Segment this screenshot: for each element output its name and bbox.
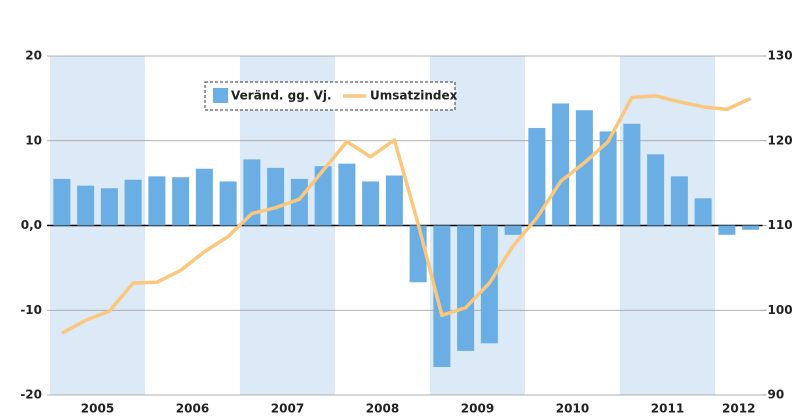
bar <box>457 225 475 351</box>
legend: Veränd. gg. Vj. Umsatzindex <box>204 81 458 111</box>
x-group-label: 2005 <box>81 402 114 416</box>
bar <box>290 178 308 226</box>
y-tick-label: 0,0 <box>21 218 42 232</box>
bar <box>314 166 332 226</box>
y2-tick-label: 110 <box>768 218 792 232</box>
bar <box>267 167 285 226</box>
bar <box>742 225 760 230</box>
y-tick-label: 10 <box>25 133 42 147</box>
y-tick-label: 20 <box>25 49 42 63</box>
bar <box>385 175 403 226</box>
legend-label: Umsatzindex <box>370 89 458 103</box>
legend-label: Veränd. gg. Vj. <box>231 89 332 103</box>
bar <box>172 177 190 226</box>
y2-tick-label: 90 <box>768 388 785 402</box>
bar <box>433 225 451 368</box>
bar <box>124 179 142 226</box>
bar <box>647 154 665 226</box>
bar <box>219 181 237 226</box>
y-tick-label: -10 <box>20 303 42 317</box>
bar <box>670 176 688 226</box>
x-group-label: 2009 <box>461 402 494 416</box>
bar <box>148 176 166 226</box>
legend-swatch <box>213 88 228 103</box>
bar <box>362 181 380 226</box>
bar <box>694 198 712 226</box>
y2-tick-label: 130 <box>768 49 792 63</box>
bar <box>623 123 641 226</box>
x-group-label: 2010 <box>556 402 589 416</box>
bar <box>77 185 95 226</box>
bar <box>575 110 593 226</box>
bar <box>195 168 213 226</box>
bar <box>409 225 427 283</box>
bar <box>528 128 546 226</box>
y2-tick-label: 100 <box>768 303 792 317</box>
bar <box>243 159 261 226</box>
bar <box>100 188 118 226</box>
x-group-label: 2007 <box>271 402 304 416</box>
x-group-label: 2006 <box>176 402 209 416</box>
legend-box <box>204 81 456 111</box>
bar <box>338 163 356 226</box>
y-tick-label: -20 <box>20 388 42 402</box>
bar <box>53 178 71 226</box>
x-group-label: 2011 <box>651 402 684 416</box>
y2-tick-label: 120 <box>768 133 792 147</box>
bar <box>552 103 570 226</box>
bar <box>599 131 617 226</box>
x-group-label: 2008 <box>366 402 399 416</box>
bar <box>718 225 736 235</box>
line <box>61 94 752 335</box>
bar <box>504 225 522 235</box>
x-group-label: 2012 <box>722 402 755 416</box>
